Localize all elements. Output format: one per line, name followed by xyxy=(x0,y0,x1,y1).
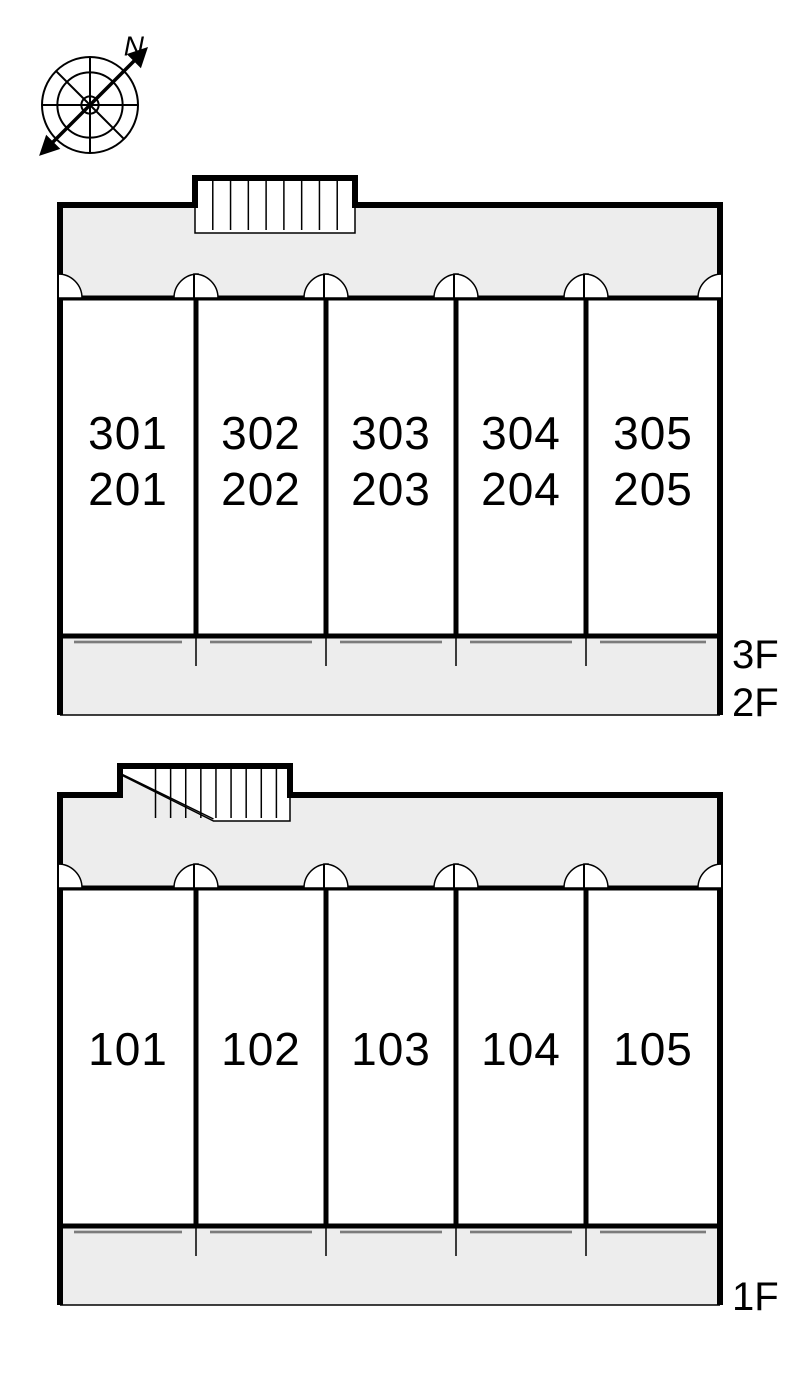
unit-number: 202 xyxy=(221,463,301,515)
unit-number: 101 xyxy=(88,1023,168,1075)
unit-number: 201 xyxy=(88,463,168,515)
unit-number: 105 xyxy=(613,1023,693,1075)
unit-number: 104 xyxy=(481,1023,561,1075)
floor-block-floor_lower: 101 102 103 104 105 1F xyxy=(58,766,779,1319)
unit-number: 204 xyxy=(481,463,561,515)
stair-icon xyxy=(195,178,355,233)
unit-number: 303 xyxy=(351,407,431,459)
floor-label: 3F xyxy=(732,633,779,677)
unit-number: 305 xyxy=(613,407,693,459)
unit-number: 102 xyxy=(221,1023,301,1075)
unit-number: 301 xyxy=(88,407,168,459)
compass-icon: N xyxy=(39,30,148,156)
unit-number: 205 xyxy=(613,463,693,515)
floor-label: 2F xyxy=(732,681,779,725)
compass-north-label: N xyxy=(124,30,145,61)
floor-plan-diagram: N3012013022023032033042043052053F2F10110… xyxy=(0,0,800,1373)
unit-number: 203 xyxy=(351,463,431,515)
unit-number: 103 xyxy=(351,1023,431,1075)
unit-number: 302 xyxy=(221,407,301,459)
floor-label: 1F xyxy=(732,1275,779,1319)
unit-number: 304 xyxy=(481,407,561,459)
floor-block-floor_upper: 301201 302202 303203 304204 305205 3F2F xyxy=(58,178,779,725)
